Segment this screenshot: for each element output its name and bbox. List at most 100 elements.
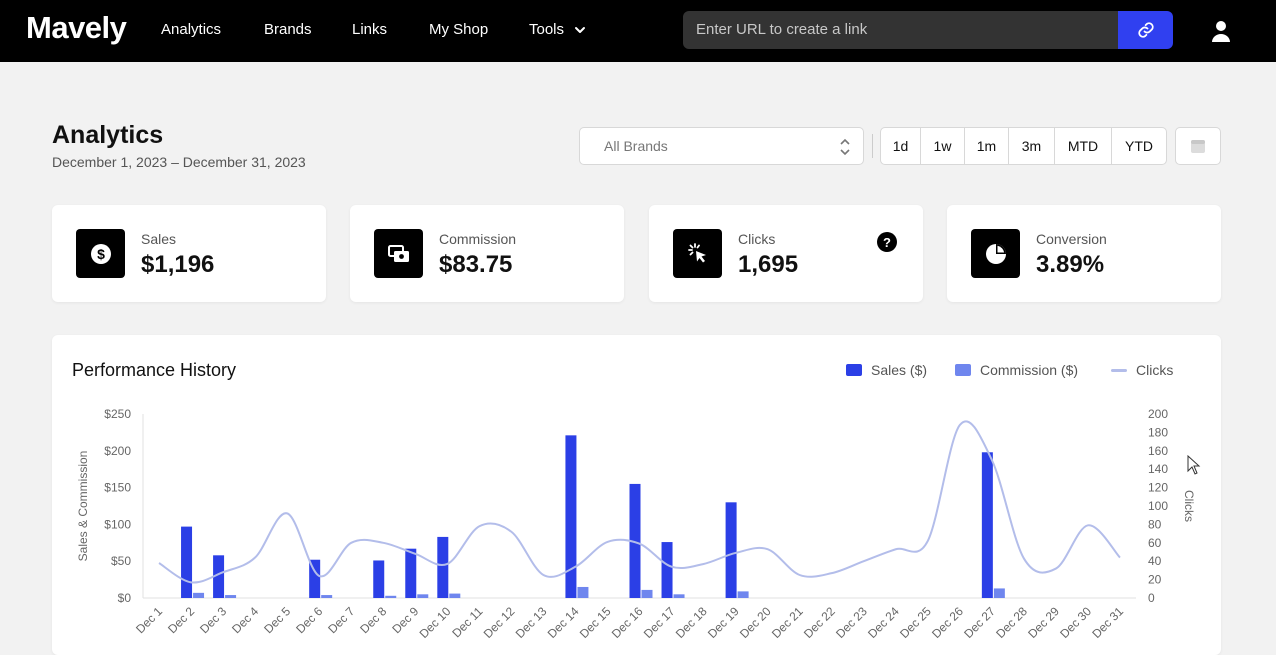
x-tick-label: Dec 17 bbox=[641, 604, 678, 641]
y2-tick-label: 20 bbox=[1148, 573, 1162, 587]
x-tick-label: Dec 16 bbox=[609, 604, 646, 641]
x-tick-label: Dec 31 bbox=[1089, 604, 1126, 641]
x-tick-label: Dec 19 bbox=[705, 604, 742, 641]
sales-bar bbox=[629, 483, 641, 598]
url-input[interactable]: Enter URL to create a link bbox=[683, 11, 1119, 49]
x-tick-label: Dec 22 bbox=[801, 604, 838, 641]
sales-bar bbox=[725, 502, 737, 598]
commission-bar bbox=[225, 595, 237, 598]
range-3m-button[interactable]: 3m bbox=[1009, 128, 1055, 164]
sales-bar bbox=[565, 435, 577, 598]
commission-bar bbox=[193, 592, 205, 598]
y-tick-label: $200 bbox=[104, 444, 131, 458]
date-range-tabs: 1d 1w 1m 3m MTD YTD bbox=[880, 127, 1167, 165]
cursor-click-icon bbox=[673, 229, 722, 278]
y2-tick-label: 0 bbox=[1148, 591, 1155, 605]
brand-select[interactable]: All Brands bbox=[579, 127, 864, 165]
legend-commission[interactable]: Commission ($) bbox=[955, 362, 1078, 378]
y2-tick-label: 180 bbox=[1148, 425, 1168, 439]
x-tick-label: Dec 27 bbox=[961, 604, 998, 641]
create-link-button[interactable] bbox=[1118, 11, 1173, 49]
commission-bar bbox=[993, 588, 1005, 598]
commission-bar bbox=[673, 594, 685, 598]
date-range-text: December 1, 2023 – December 31, 2023 bbox=[52, 154, 306, 170]
x-tick-label: Dec 26 bbox=[929, 604, 966, 641]
user-account-icon[interactable] bbox=[1209, 19, 1233, 43]
commission-bar bbox=[385, 595, 397, 598]
nav-tools-label: Tools bbox=[529, 21, 565, 38]
nav-link-analytics[interactable]: Analytics bbox=[161, 21, 222, 38]
x-tick-label: Dec 11 bbox=[449, 604, 485, 640]
help-icon[interactable]: ? bbox=[877, 232, 897, 252]
x-tick-label: Dec 8 bbox=[357, 604, 389, 636]
nav-link-my-shop[interactable]: My Shop bbox=[429, 21, 489, 38]
stat-card-sales: $ Sales $1,196 bbox=[52, 205, 326, 302]
range-ytd-button[interactable]: YTD bbox=[1125, 138, 1153, 154]
nav-link-brands[interactable]: Brands bbox=[264, 21, 312, 38]
x-tick-label: Dec 14 bbox=[545, 604, 582, 641]
x-tick-label: Dec 6 bbox=[293, 604, 325, 636]
svg-text:$: $ bbox=[97, 246, 105, 262]
x-tick-label: Dec 18 bbox=[673, 604, 710, 641]
y2-tick-label: 140 bbox=[1148, 462, 1168, 476]
y2-tick-label: 120 bbox=[1148, 481, 1168, 495]
x-tick-label: Dec 25 bbox=[897, 604, 934, 641]
sales-bar bbox=[405, 548, 417, 598]
legend-sales[interactable]: Sales ($) bbox=[846, 362, 927, 378]
y2-tick-label: 160 bbox=[1148, 444, 1168, 458]
x-tick-label: Dec 15 bbox=[577, 604, 614, 641]
y-tick-label: $150 bbox=[104, 481, 131, 495]
range-1d-button[interactable]: 1d bbox=[881, 128, 921, 164]
sales-bar bbox=[213, 555, 225, 598]
nav-tools-dropdown[interactable]: Tools bbox=[529, 21, 586, 38]
mavely-logo[interactable]: Mavely bbox=[26, 10, 127, 45]
x-tick-label: Dec 10 bbox=[417, 604, 454, 641]
y2-axis-title: Clicks bbox=[1182, 490, 1196, 522]
top-navbar: Mavely Analytics Brands Links My Shop To… bbox=[0, 0, 1276, 62]
calendar-icon bbox=[1191, 140, 1205, 153]
commission-bar bbox=[449, 593, 461, 598]
nav-link-links[interactable]: Links bbox=[352, 21, 388, 38]
panel-title: Performance History bbox=[72, 360, 237, 380]
x-tick-label: Dec 13 bbox=[513, 604, 550, 641]
calendar-button[interactable] bbox=[1175, 127, 1221, 165]
x-tick-label: Dec 3 bbox=[197, 604, 229, 636]
legend-label: Sales ($) bbox=[871, 362, 928, 378]
range-1m-button[interactable]: 1m bbox=[965, 128, 1009, 164]
legend-clicks[interactable]: Clicks bbox=[1111, 362, 1173, 378]
commission-bar bbox=[737, 591, 749, 598]
range-mtd-button[interactable]: MTD bbox=[1055, 128, 1112, 164]
clicks-line bbox=[158, 420, 1121, 584]
stat-card-clicks: Clicks 1,695 ? bbox=[649, 205, 923, 302]
range-1w-button[interactable]: 1w bbox=[921, 128, 965, 164]
pie-chart-icon bbox=[971, 229, 1020, 278]
y-tick-label: $250 bbox=[104, 407, 131, 421]
stat-label: Clicks bbox=[738, 231, 776, 247]
x-tick-label: Dec 7 bbox=[325, 604, 357, 636]
stat-value: $1,196 bbox=[141, 251, 215, 278]
brand-select-value: All Brands bbox=[604, 138, 668, 154]
stat-value: 3.89% bbox=[1036, 251, 1105, 278]
commission-bar bbox=[321, 595, 333, 598]
y-axis-title: Sales & Commission bbox=[76, 451, 90, 562]
y2-tick-label: 100 bbox=[1148, 499, 1168, 513]
sales-bar bbox=[181, 526, 193, 598]
stat-card-commission: Commission $83.75 bbox=[350, 205, 624, 302]
divider bbox=[872, 134, 873, 158]
x-tick-label: Dec 5 bbox=[261, 604, 293, 636]
x-tick-label: Dec 30 bbox=[1057, 604, 1094, 641]
x-tick-label: Dec 12 bbox=[481, 604, 518, 641]
y-tick-label: $100 bbox=[104, 517, 131, 531]
y-tick-label: $0 bbox=[118, 591, 132, 605]
stat-value: 1,695 bbox=[738, 251, 799, 278]
y2-tick-label: 40 bbox=[1148, 554, 1162, 568]
svg-text:?: ? bbox=[883, 235, 891, 250]
stat-card-conversion: Conversion 3.89% bbox=[947, 205, 1221, 302]
cash-icon bbox=[374, 229, 423, 278]
legend-swatch bbox=[1111, 368, 1127, 372]
commission-bar bbox=[641, 589, 653, 598]
x-tick-label: Dec 20 bbox=[737, 604, 774, 641]
x-tick-label: Dec 23 bbox=[833, 604, 870, 641]
stat-label: Commission bbox=[439, 231, 517, 247]
